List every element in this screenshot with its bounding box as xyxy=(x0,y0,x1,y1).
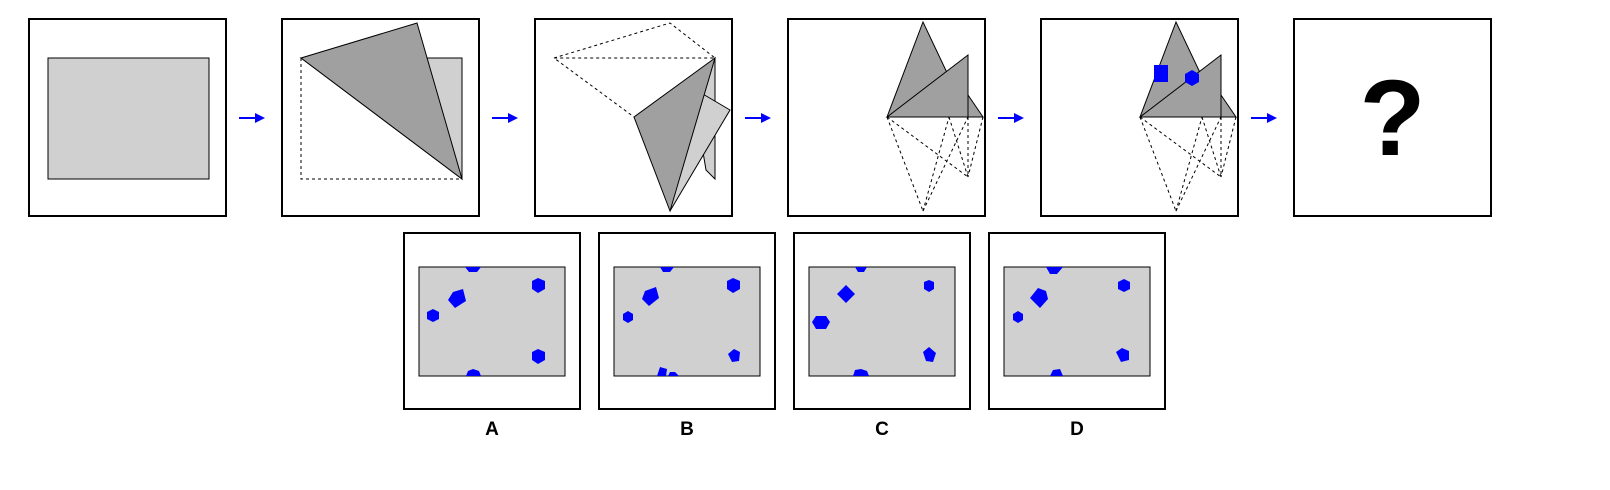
option-c-label: C xyxy=(862,419,902,441)
fold-outline xyxy=(1140,117,1236,211)
arrow-icon xyxy=(1249,112,1279,124)
fold-outline xyxy=(887,117,983,211)
step-2-panel xyxy=(281,18,480,217)
option-b-panel[interactable] xyxy=(598,232,776,410)
question-panel: ? xyxy=(1293,18,1492,217)
light-flap xyxy=(1221,95,1236,117)
question-mark: ? xyxy=(1295,20,1490,215)
arrow-icon xyxy=(996,112,1026,124)
square-hole xyxy=(1154,65,1168,82)
paper-sheet xyxy=(48,58,209,179)
step-1-panel xyxy=(28,18,227,217)
light-flap xyxy=(968,95,983,117)
step-4-panel xyxy=(787,18,986,217)
step-5-panel xyxy=(1040,18,1239,217)
arrow-icon xyxy=(490,112,520,124)
option-a-panel[interactable] xyxy=(403,232,581,410)
option-c-panel[interactable] xyxy=(793,232,971,410)
arrow-icon xyxy=(743,112,773,124)
folded-flap xyxy=(301,23,462,179)
arrow-icon xyxy=(237,112,267,124)
option-a-label: A xyxy=(472,419,512,441)
option-d-panel[interactable] xyxy=(988,232,1166,410)
option-b-label: B xyxy=(667,419,707,441)
option-d-label: D xyxy=(1057,419,1097,441)
step-3-panel xyxy=(534,18,733,217)
